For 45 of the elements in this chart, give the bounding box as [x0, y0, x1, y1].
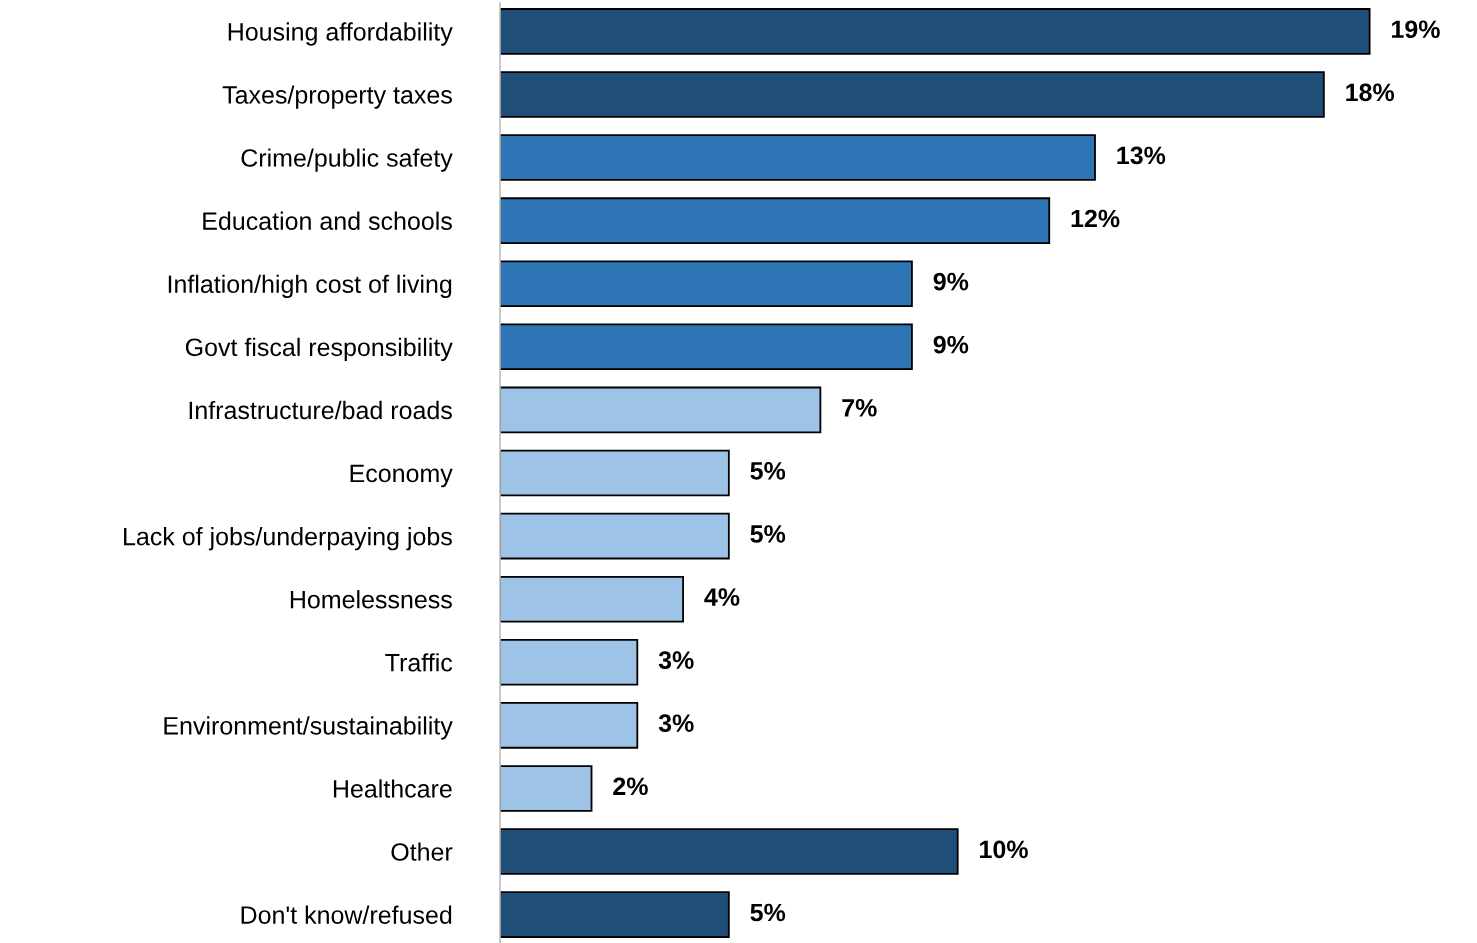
bar — [500, 828, 959, 875]
data-label: 18% — [1346, 83, 1395, 102]
y-tick-label: Inflation/high cost of living — [168, 274, 452, 298]
bar — [500, 575, 684, 623]
bar — [500, 638, 639, 686]
bar — [500, 197, 1051, 244]
y-tick-label: Lack of jobs/underpaying jobs — [124, 527, 452, 551]
data-label: 5% — [750, 462, 786, 480]
data-label: 10% — [980, 840, 1028, 859]
bar — [500, 702, 639, 749]
y-tick-label: Economy — [350, 464, 453, 488]
bar — [500, 260, 913, 308]
bar — [500, 512, 730, 560]
data-label: 5% — [750, 903, 786, 922]
bar — [500, 134, 1096, 181]
y-tick-label: Other — [391, 842, 453, 861]
data-label: 9% — [933, 335, 969, 354]
data-label: 3% — [658, 651, 694, 670]
y-tick-label: Don't know/refused — [241, 905, 452, 924]
data-label: 5% — [750, 525, 786, 543]
data-label: 3% — [658, 714, 694, 733]
data-label: 4% — [704, 588, 740, 606]
y-tick-label: Traffic — [385, 653, 453, 672]
y-tick-label: Environment/sustainability — [164, 716, 453, 740]
y-tick-label: Housing affordability — [228, 22, 453, 46]
bar — [500, 765, 593, 812]
data-label: 19% — [1392, 20, 1440, 39]
bar — [500, 386, 822, 434]
data-label: 12% — [1071, 209, 1120, 228]
data-label: 2% — [613, 777, 648, 796]
data-label: 7% — [842, 398, 877, 417]
bar — [500, 891, 730, 938]
y-tick-label: Homelessness — [290, 590, 452, 609]
bar — [500, 323, 913, 371]
bar — [500, 8, 1371, 55]
y-tick-label: Taxes/property taxes — [222, 85, 452, 109]
data-label: 13% — [1117, 146, 1166, 165]
y-tick-label: Healthcare — [333, 779, 452, 798]
y-tick-label: Education and schools — [203, 211, 452, 230]
y-tick-label: Govt fiscal responsibility — [185, 337, 453, 362]
bar — [500, 71, 1325, 118]
bar — [500, 449, 730, 497]
data-label: 9% — [933, 272, 969, 291]
y-tick-label: Crime/public safety — [241, 148, 453, 172]
y-tick-label: Infrastructure/bad roads — [189, 400, 452, 420]
